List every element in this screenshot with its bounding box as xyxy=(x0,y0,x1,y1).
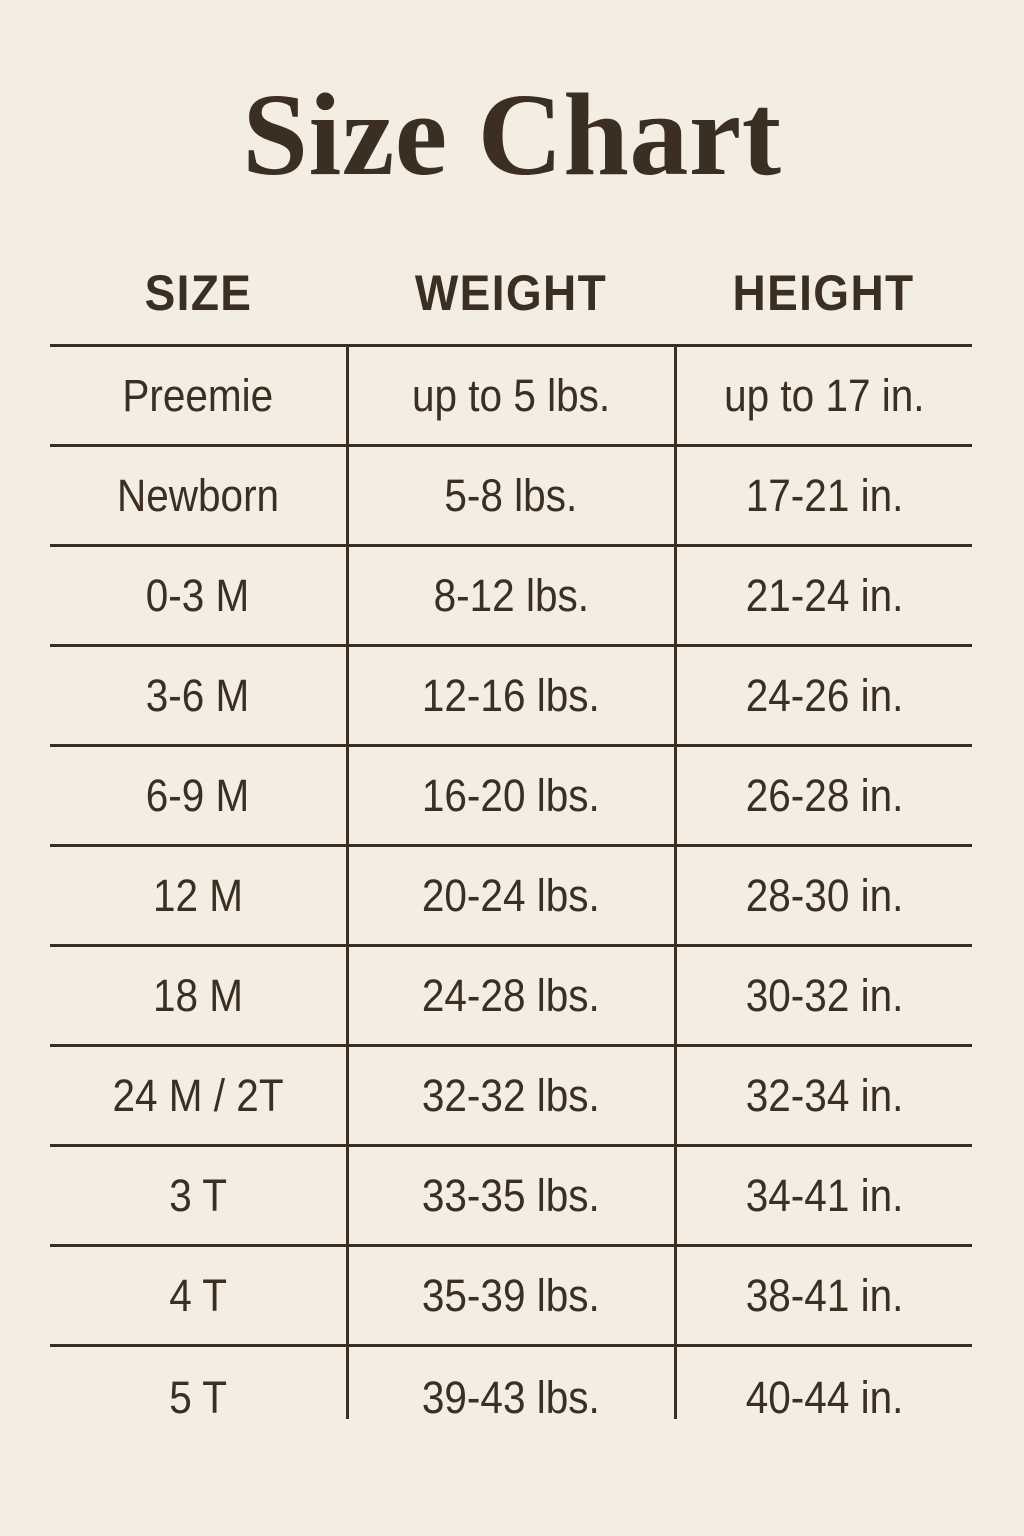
cell-text: 12 M xyxy=(152,870,243,921)
table-row: 5 T 39-43 lbs. 40-44 in. xyxy=(50,1344,972,1447)
cell-text: 5 T xyxy=(168,1371,227,1423)
table-row: 3 T 33-35 lbs. 34-41 in. xyxy=(50,1144,972,1246)
cell-text: Preemie xyxy=(122,370,274,421)
cell-text: 16-20 lbs. xyxy=(422,770,600,821)
table-cell-height: up to 17 in. xyxy=(673,344,972,446)
table-header-row: SIZE WEIGHT HEIGHT xyxy=(50,268,972,346)
cell-text: 4 T xyxy=(168,1270,227,1321)
size-chart-table-container: SIZE WEIGHT HEIGHT Preemie up to 5 lbs. up… xyxy=(50,268,972,1475)
cell-text: 35-39 lbs. xyxy=(422,1270,600,1321)
table-row: 3-6 M 12-16 lbs. 24-26 in. xyxy=(50,644,972,746)
table-cell-size: 5 T xyxy=(50,1344,347,1447)
table-cell-height: 34-41 in. xyxy=(673,1144,972,1246)
cell-text: 32-34 in. xyxy=(745,1070,904,1121)
cell-text: 39-43 lbs. xyxy=(422,1371,600,1423)
table-row: 0-3 M 8-12 lbs. 21-24 in. xyxy=(50,544,972,646)
table-cell-size: 24 M / 2T xyxy=(50,1044,347,1146)
table-cell-height: 24-26 in. xyxy=(673,644,972,746)
table-row: Newborn 5-8 lbs. 17-21 in. xyxy=(50,444,972,546)
table-cell-weight: 32-32 lbs. xyxy=(345,1044,675,1146)
cell-text: 3-6 M xyxy=(145,670,250,721)
table-cell-weight: 12-16 lbs. xyxy=(345,644,675,746)
table-cell-height: 28-30 in. xyxy=(673,844,972,946)
table-cell-size: 6-9 M xyxy=(50,744,347,846)
table-header: SIZE WEIGHT HEIGHT xyxy=(50,268,972,346)
table-cell-height: 38-41 in. xyxy=(673,1244,972,1346)
table-cell-size: 3 T xyxy=(50,1144,347,1246)
cell-text: 26-28 in. xyxy=(745,770,904,821)
cell-text: 12-16 lbs. xyxy=(422,670,600,721)
table-cell-weight: 20-24 lbs. xyxy=(345,844,675,946)
cell-text: 32-32 lbs. xyxy=(422,1070,600,1121)
table-cell-size: Preemie xyxy=(50,344,347,446)
table-cell-height: 21-24 in. xyxy=(673,544,972,646)
table-row: 24 M / 2T 32-32 lbs. 32-34 in. xyxy=(50,1044,972,1146)
table-row: 6-9 M 16-20 lbs. 26-28 in. xyxy=(50,744,972,846)
cell-text: 20-24 lbs. xyxy=(422,870,600,921)
table-cell-height: 26-28 in. xyxy=(673,744,972,846)
table-row: 18 M 24-28 lbs. 30-32 in. xyxy=(50,944,972,1046)
table-cell-height: 30-32 in. xyxy=(673,944,972,1046)
column-header-height: HEIGHT xyxy=(732,265,915,321)
cell-text: up to 17 in. xyxy=(724,370,925,421)
cell-text: 5-8 lbs. xyxy=(444,470,578,521)
cell-text: 18 M xyxy=(152,970,243,1021)
cell-text: 0-3 M xyxy=(145,570,250,621)
cell-text: 6-9 M xyxy=(145,770,250,821)
table-cell-height: 17-21 in. xyxy=(673,444,972,546)
cell-text: 17-21 in. xyxy=(745,470,904,521)
table-row: 12 M 20-24 lbs. 28-30 in. xyxy=(50,844,972,946)
table-cell-size: 3-6 M xyxy=(50,644,347,746)
cell-text: 24 M / 2T xyxy=(112,1070,284,1121)
table-cell-weight: 33-35 lbs. xyxy=(345,1144,675,1246)
cell-text: 24-28 lbs. xyxy=(422,970,600,1021)
table-row: 4 T 35-39 lbs. 38-41 in. xyxy=(50,1244,972,1346)
table-body: Preemie up to 5 lbs. up to 17 in. Newborn 5-… xyxy=(50,344,972,1447)
table-cell-height: 32-34 in. xyxy=(673,1044,972,1146)
table-cell-size: 12 M xyxy=(50,844,347,946)
cell-text: 28-30 in. xyxy=(745,870,904,921)
table-cell-size: 4 T xyxy=(50,1244,347,1346)
cell-text: up to 5 lbs. xyxy=(411,370,611,421)
cell-text: 8-12 lbs. xyxy=(433,570,589,621)
table-cell-height: 40-44 in. xyxy=(673,1344,972,1447)
table-cell-weight: 5-8 lbs. xyxy=(345,444,675,546)
table-cell-weight: 24-28 lbs. xyxy=(345,944,675,1046)
table-cell-weight: 39-43 lbs. xyxy=(345,1344,675,1447)
size-chart-table: SIZE WEIGHT HEIGHT Preemie up to 5 lbs. up… xyxy=(50,268,972,1447)
page-title: Size Chart xyxy=(242,69,782,200)
cell-text: 33-35 lbs. xyxy=(422,1170,600,1221)
cell-text: 3 T xyxy=(168,1170,227,1221)
table-cell-weight: 16-20 lbs. xyxy=(345,744,675,846)
cell-text: 24-26 in. xyxy=(745,670,904,721)
table-row: Preemie up to 5 lbs. up to 17 in. xyxy=(50,344,972,446)
table-cell-weight: 8-12 lbs. xyxy=(345,544,675,646)
cell-text: 21-24 in. xyxy=(745,570,904,621)
column-header-size: SIZE xyxy=(144,265,253,321)
table-cell-weight: 35-39 lbs. xyxy=(345,1244,675,1346)
cell-text: 30-32 in. xyxy=(745,970,904,1021)
cell-text: Newborn xyxy=(116,470,279,521)
column-header-weight: WEIGHT xyxy=(414,265,608,321)
cell-text: 38-41 in. xyxy=(745,1270,904,1321)
table-cell-size: 0-3 M xyxy=(50,544,347,646)
cell-text: 34-41 in. xyxy=(745,1170,904,1221)
table-cell-weight: up to 5 lbs. xyxy=(345,344,675,446)
table-cell-size: 18 M xyxy=(50,944,347,1046)
cell-text: 40-44 in. xyxy=(745,1371,904,1423)
table-cell-size: Newborn xyxy=(50,444,347,546)
